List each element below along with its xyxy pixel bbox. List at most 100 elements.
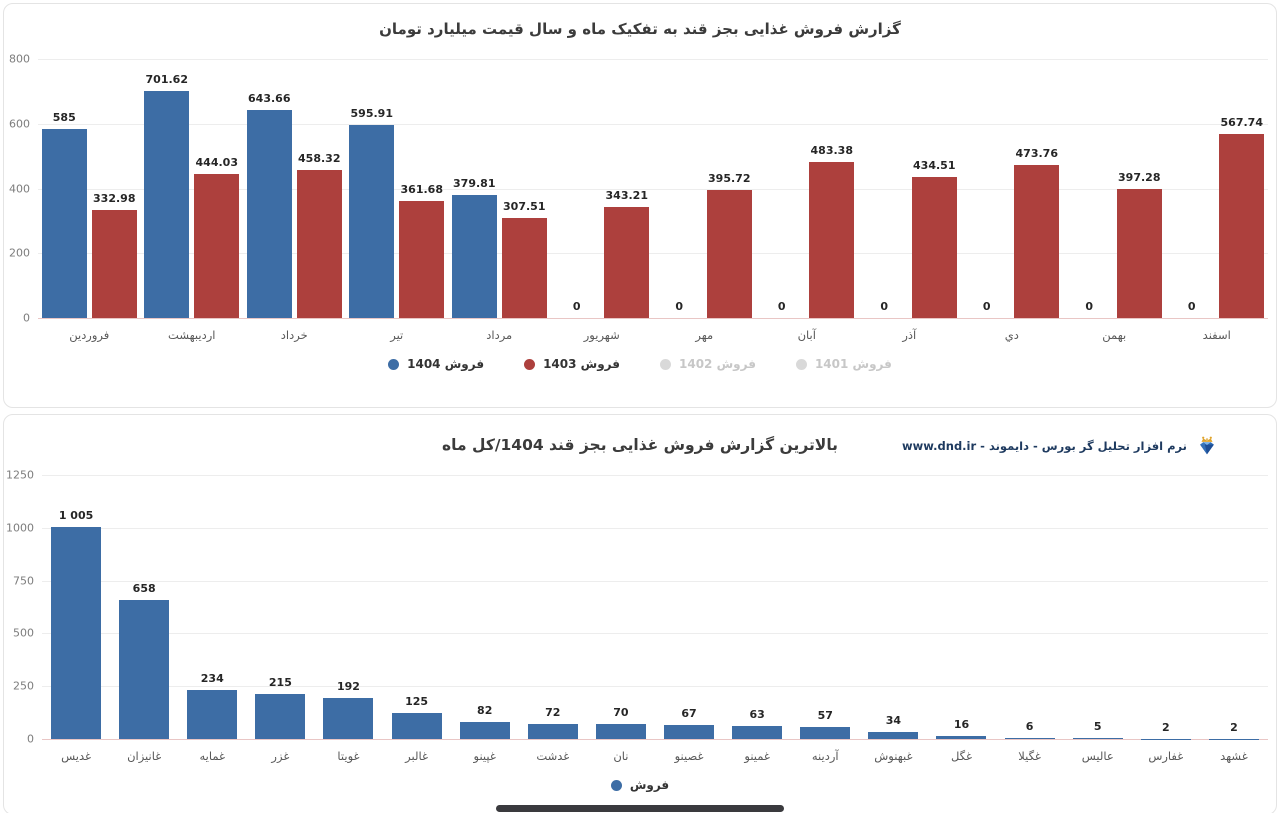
bar-غدشت[interactable] [527,723,578,739]
x-axis-label: غدشت [536,749,570,763]
plot-area: 585 332.98 701.62 444.03 643.66 458.32 595.91 3… [38,59,1269,319]
bar-value-label: 2 [1161,720,1170,734]
x-axis-label: غالبر [405,749,429,763]
bar-slot: 67 [664,475,715,739]
bar-value-label: 0 [1187,300,1196,313]
bar-value-label: 458.32 [298,151,341,165]
x-axis-label: مرداد [486,328,513,342]
category-group: 16 [927,475,995,739]
bar-بهمن[interactable] [1116,189,1162,318]
bar-value-label: 63 [749,707,765,721]
x-axis-label: غزر [271,749,290,763]
bar-value-label: 1 005 [58,508,94,522]
gridline [42,739,1268,740]
bar-نان[interactable] [595,724,646,739]
bar-غمینو[interactable] [732,725,783,739]
x-axis-label: فروردین [69,328,110,342]
legend-item-label: فروش 1404 [407,357,485,371]
legend-dot-icon [610,779,622,791]
company-chart-title: بالاترین گزارش فروش غذایی بجز قند 1404/ک… [442,436,838,454]
bar-slot: 473.76 [1014,59,1060,318]
bar-آردینه[interactable] [800,726,851,739]
bar-غگل[interactable] [936,735,987,739]
bar-slot: 361.68 [399,59,445,318]
bar-مهر[interactable] [706,189,752,318]
bar-آبان[interactable] [809,161,855,318]
bar-value-label: 34 [885,713,902,727]
bar-value-label: 125 [405,694,429,708]
bar-غصینو[interactable] [664,724,715,739]
category-group: 2 [1132,475,1200,739]
x-axis-label: غبهنوش [874,749,913,763]
bar-اردیبهشت[interactable] [194,174,240,318]
bar-خرداد[interactable] [296,169,342,318]
bar-value-label: 6 [1025,719,1034,733]
bar-آذر[interactable] [911,177,957,318]
x-axis-label: آذر [902,328,917,342]
category-group: 0 343.21 [551,59,654,318]
bar-value-label: 307.51 [503,200,546,214]
bar-غالبر[interactable] [391,712,442,739]
category-group: 70 [587,475,655,739]
monthly-chart-legend: فروش 1404 فروش 1403 فروش 1402 فروش 1401 [4,357,1276,371]
gridline [42,686,1268,688]
bar-value-label: 215 [268,675,292,689]
bar-غپینو[interactable] [459,721,510,739]
legend-item[interactable]: فروش [610,778,669,792]
y-axis-tick: 1000 [6,521,34,535]
x-axis-labels: فروردین اردیبهشت خرداد تیر مرداد شهریور مهر آبا… [38,328,1276,342]
category-group: 82 [451,475,519,739]
bar-اسفند[interactable] [1219,134,1265,318]
category-group: 125 [383,475,451,739]
bar-slot: 70 [595,475,646,739]
y-axis-tick: 250 [13,679,34,693]
bar-value-label: 585 [52,110,76,124]
bar-value-label: 595.91 [350,107,393,121]
bar-غبهنوش[interactable] [868,731,919,739]
bar-slot: 658 [119,475,170,739]
bar-slot: 444.03 [194,59,240,318]
bar-خرداد[interactable] [246,109,292,318]
y-axis-tick: 400 [9,182,30,195]
x-axis-label: غصینو [674,749,704,763]
bar-غزر[interactable] [255,693,306,739]
category-group: 0 567.74 [1166,59,1269,318]
bar-شهریور[interactable] [604,206,650,318]
bar-فروردین[interactable] [91,210,137,318]
bar-value-label: 70 [613,706,629,720]
bar-عالیس[interactable] [1072,737,1123,739]
bar-غدیس[interactable] [51,526,102,739]
x-axis-label: آردینه [811,749,839,763]
company-sales-chart-card: بالاترین گزارش فروش غذایی بجز قند 1404/ک… [3,414,1277,813]
x-axis-label: تیر [390,328,404,342]
bar-slot: 192 [323,475,374,739]
bar-مرداد[interactable] [451,195,497,318]
bar-غمایه[interactable] [187,689,238,739]
legend-item[interactable]: فروش 1403 [524,357,620,371]
bar-مرداد[interactable] [501,218,547,318]
category-group: 67 [655,475,723,739]
gridline [38,59,1268,60]
bar-فروردین[interactable] [41,128,87,318]
gridline [38,123,1268,125]
bar-value-label: 379.81 [453,177,496,191]
category-group: 57 [791,475,859,739]
bar-slot: 397.28 [1116,59,1162,318]
bar-غگیلا[interactable] [1004,737,1055,739]
legend-item[interactable]: فروش 1401 [795,357,892,371]
bar-تیر[interactable] [399,200,445,318]
bar-دي[interactable] [1014,164,1060,318]
bar-تیر[interactable] [349,125,395,318]
monthly-bar-chart: 0 200 400 600 800 585 332.98 701.62 444.03 643.6… [4,53,1276,325]
legend-item[interactable]: فروش 1404 [388,357,484,371]
legend-dot-icon [388,358,400,370]
legend-item[interactable]: فروش 1402 [660,357,756,371]
y-axis-tick: 200 [9,246,30,260]
bar-slot: 234 [187,475,238,739]
bar-غانیزان[interactable] [119,600,170,739]
x-axis-label: غگیلا [1018,749,1041,763]
bar-غویتا[interactable] [323,698,374,739]
bar-value-label: 397.28 [1118,171,1161,185]
y-axis-tick: 500 [13,626,34,640]
bar-اردیبهشت[interactable] [144,90,190,318]
